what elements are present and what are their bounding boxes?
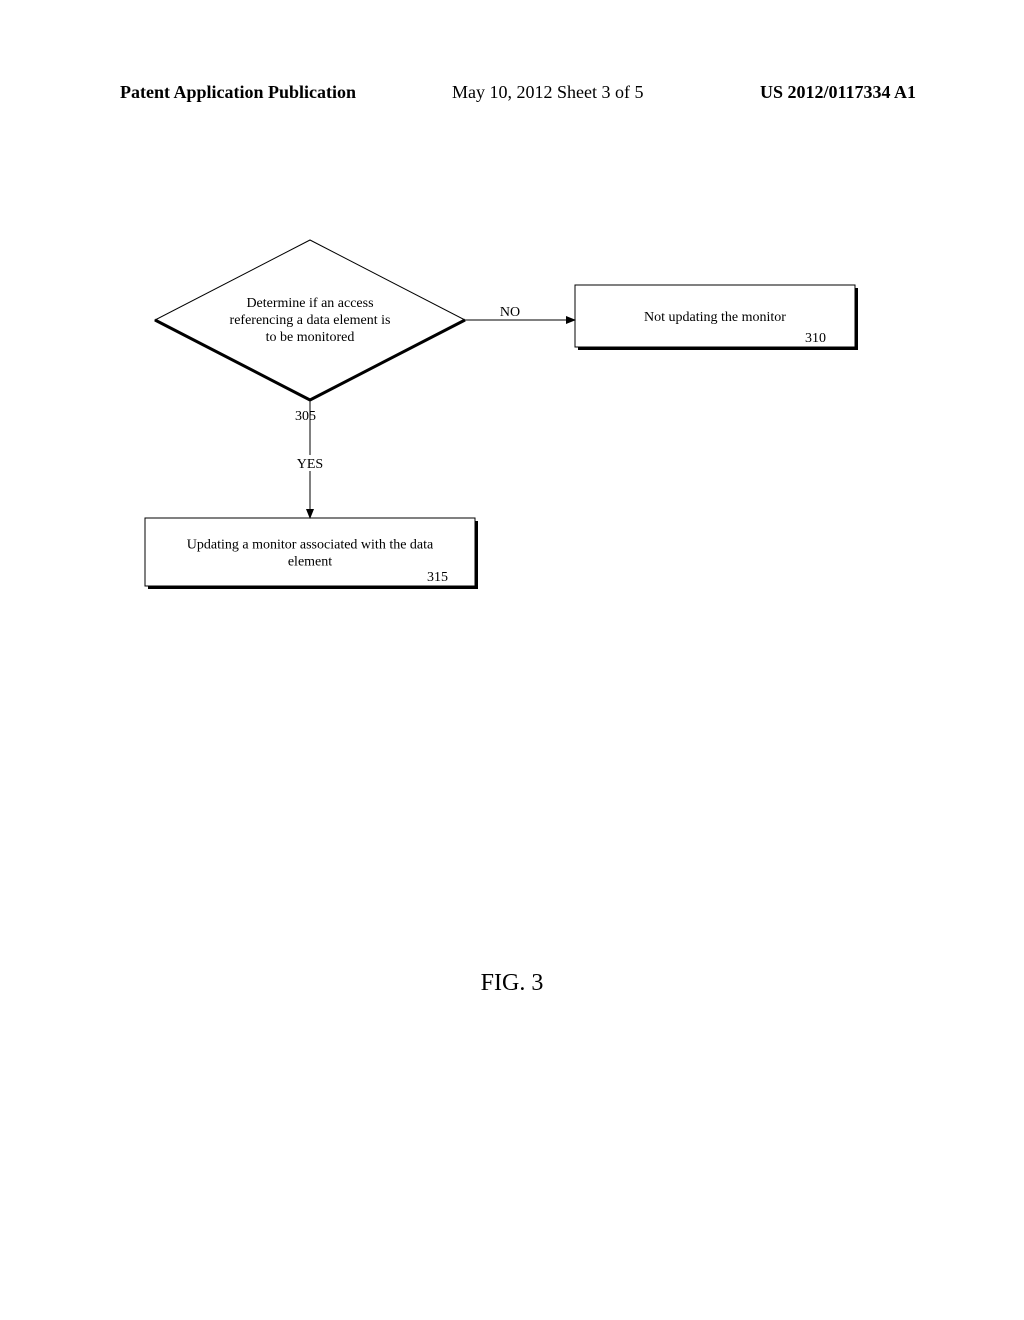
ref-305: 305: [295, 409, 316, 424]
ref-310: 310: [805, 331, 826, 346]
decision-text: Determine if an access: [246, 296, 373, 311]
decision-text: to be monitored: [266, 330, 355, 345]
edge-label: NO: [500, 305, 520, 320]
header-right: US 2012/0117334 A1: [760, 82, 916, 103]
header-left: Patent Application Publication: [120, 82, 356, 103]
flowchart-svg: Determine if an access referencing a data…: [100, 200, 920, 620]
process-text: element: [288, 555, 332, 570]
ref-315: 315: [427, 570, 448, 585]
process-text: Not updating the monitor: [644, 310, 786, 325]
decision-text: referencing a data element is: [230, 313, 391, 328]
edge-label: YES: [297, 457, 323, 472]
header-center: May 10, 2012 Sheet 3 of 5: [452, 82, 643, 103]
process-text: Updating a monitor associated with the d…: [187, 538, 434, 553]
figure-caption: FIG. 3: [0, 970, 1024, 997]
